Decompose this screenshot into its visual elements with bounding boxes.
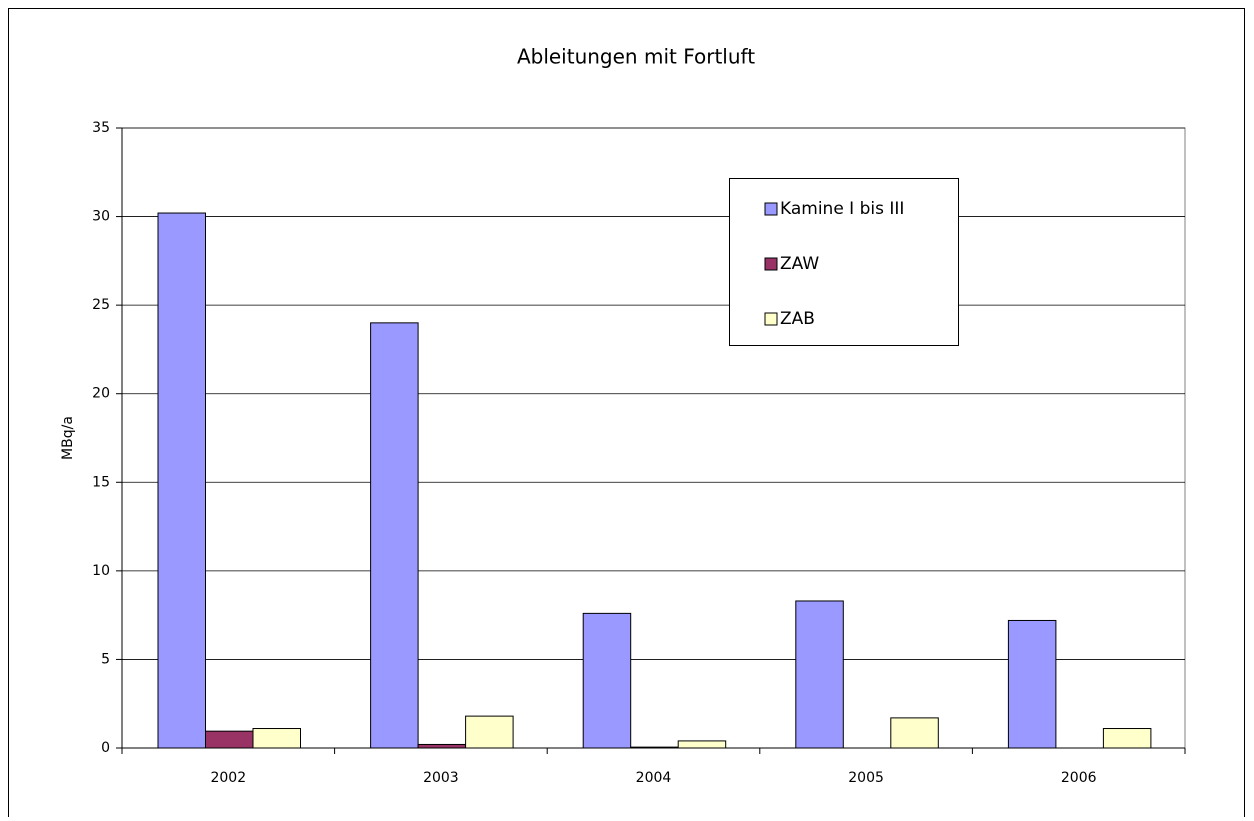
x-tick-label: 2005 (848, 770, 884, 786)
x-tick-label: 2002 (210, 770, 246, 786)
bar (1007, 619, 1057, 749)
y-tick-label: 30 (92, 209, 110, 225)
legend-label: ZAB (780, 309, 815, 329)
bar (252, 728, 301, 749)
bar (205, 730, 254, 749)
y-tick-label: 35 (92, 120, 110, 136)
bar (465, 715, 514, 749)
plot-area (121, 127, 1186, 749)
x-tick-label: 2003 (423, 770, 459, 786)
bar (157, 212, 206, 749)
y-tick-label: 20 (92, 386, 110, 402)
x-tick-label: 2006 (1061, 770, 1097, 786)
y-tick-label: 10 (92, 563, 110, 579)
chart-title: Ableitungen mit Fortluft (517, 45, 755, 69)
bar (370, 322, 419, 749)
y-tick-label: 25 (92, 297, 110, 313)
bar (417, 743, 467, 749)
y-axis-label: MBq/a (60, 416, 76, 460)
legend-label: ZAW (780, 254, 819, 274)
bar (795, 600, 844, 749)
legend-label: Kamine I bis III (780, 199, 904, 219)
legend-swatch (764, 312, 778, 326)
bar (630, 746, 679, 749)
y-tick-label: 15 (92, 474, 110, 490)
bar (582, 612, 632, 749)
x-tick-label: 2004 (636, 770, 672, 786)
bar (677, 740, 727, 749)
y-tick-label: 0 (101, 740, 110, 756)
bar (890, 717, 939, 749)
bar (1102, 728, 1152, 749)
legend-swatch (764, 257, 778, 271)
legend-swatch (764, 202, 778, 216)
y-tick-label: 5 (101, 651, 110, 667)
